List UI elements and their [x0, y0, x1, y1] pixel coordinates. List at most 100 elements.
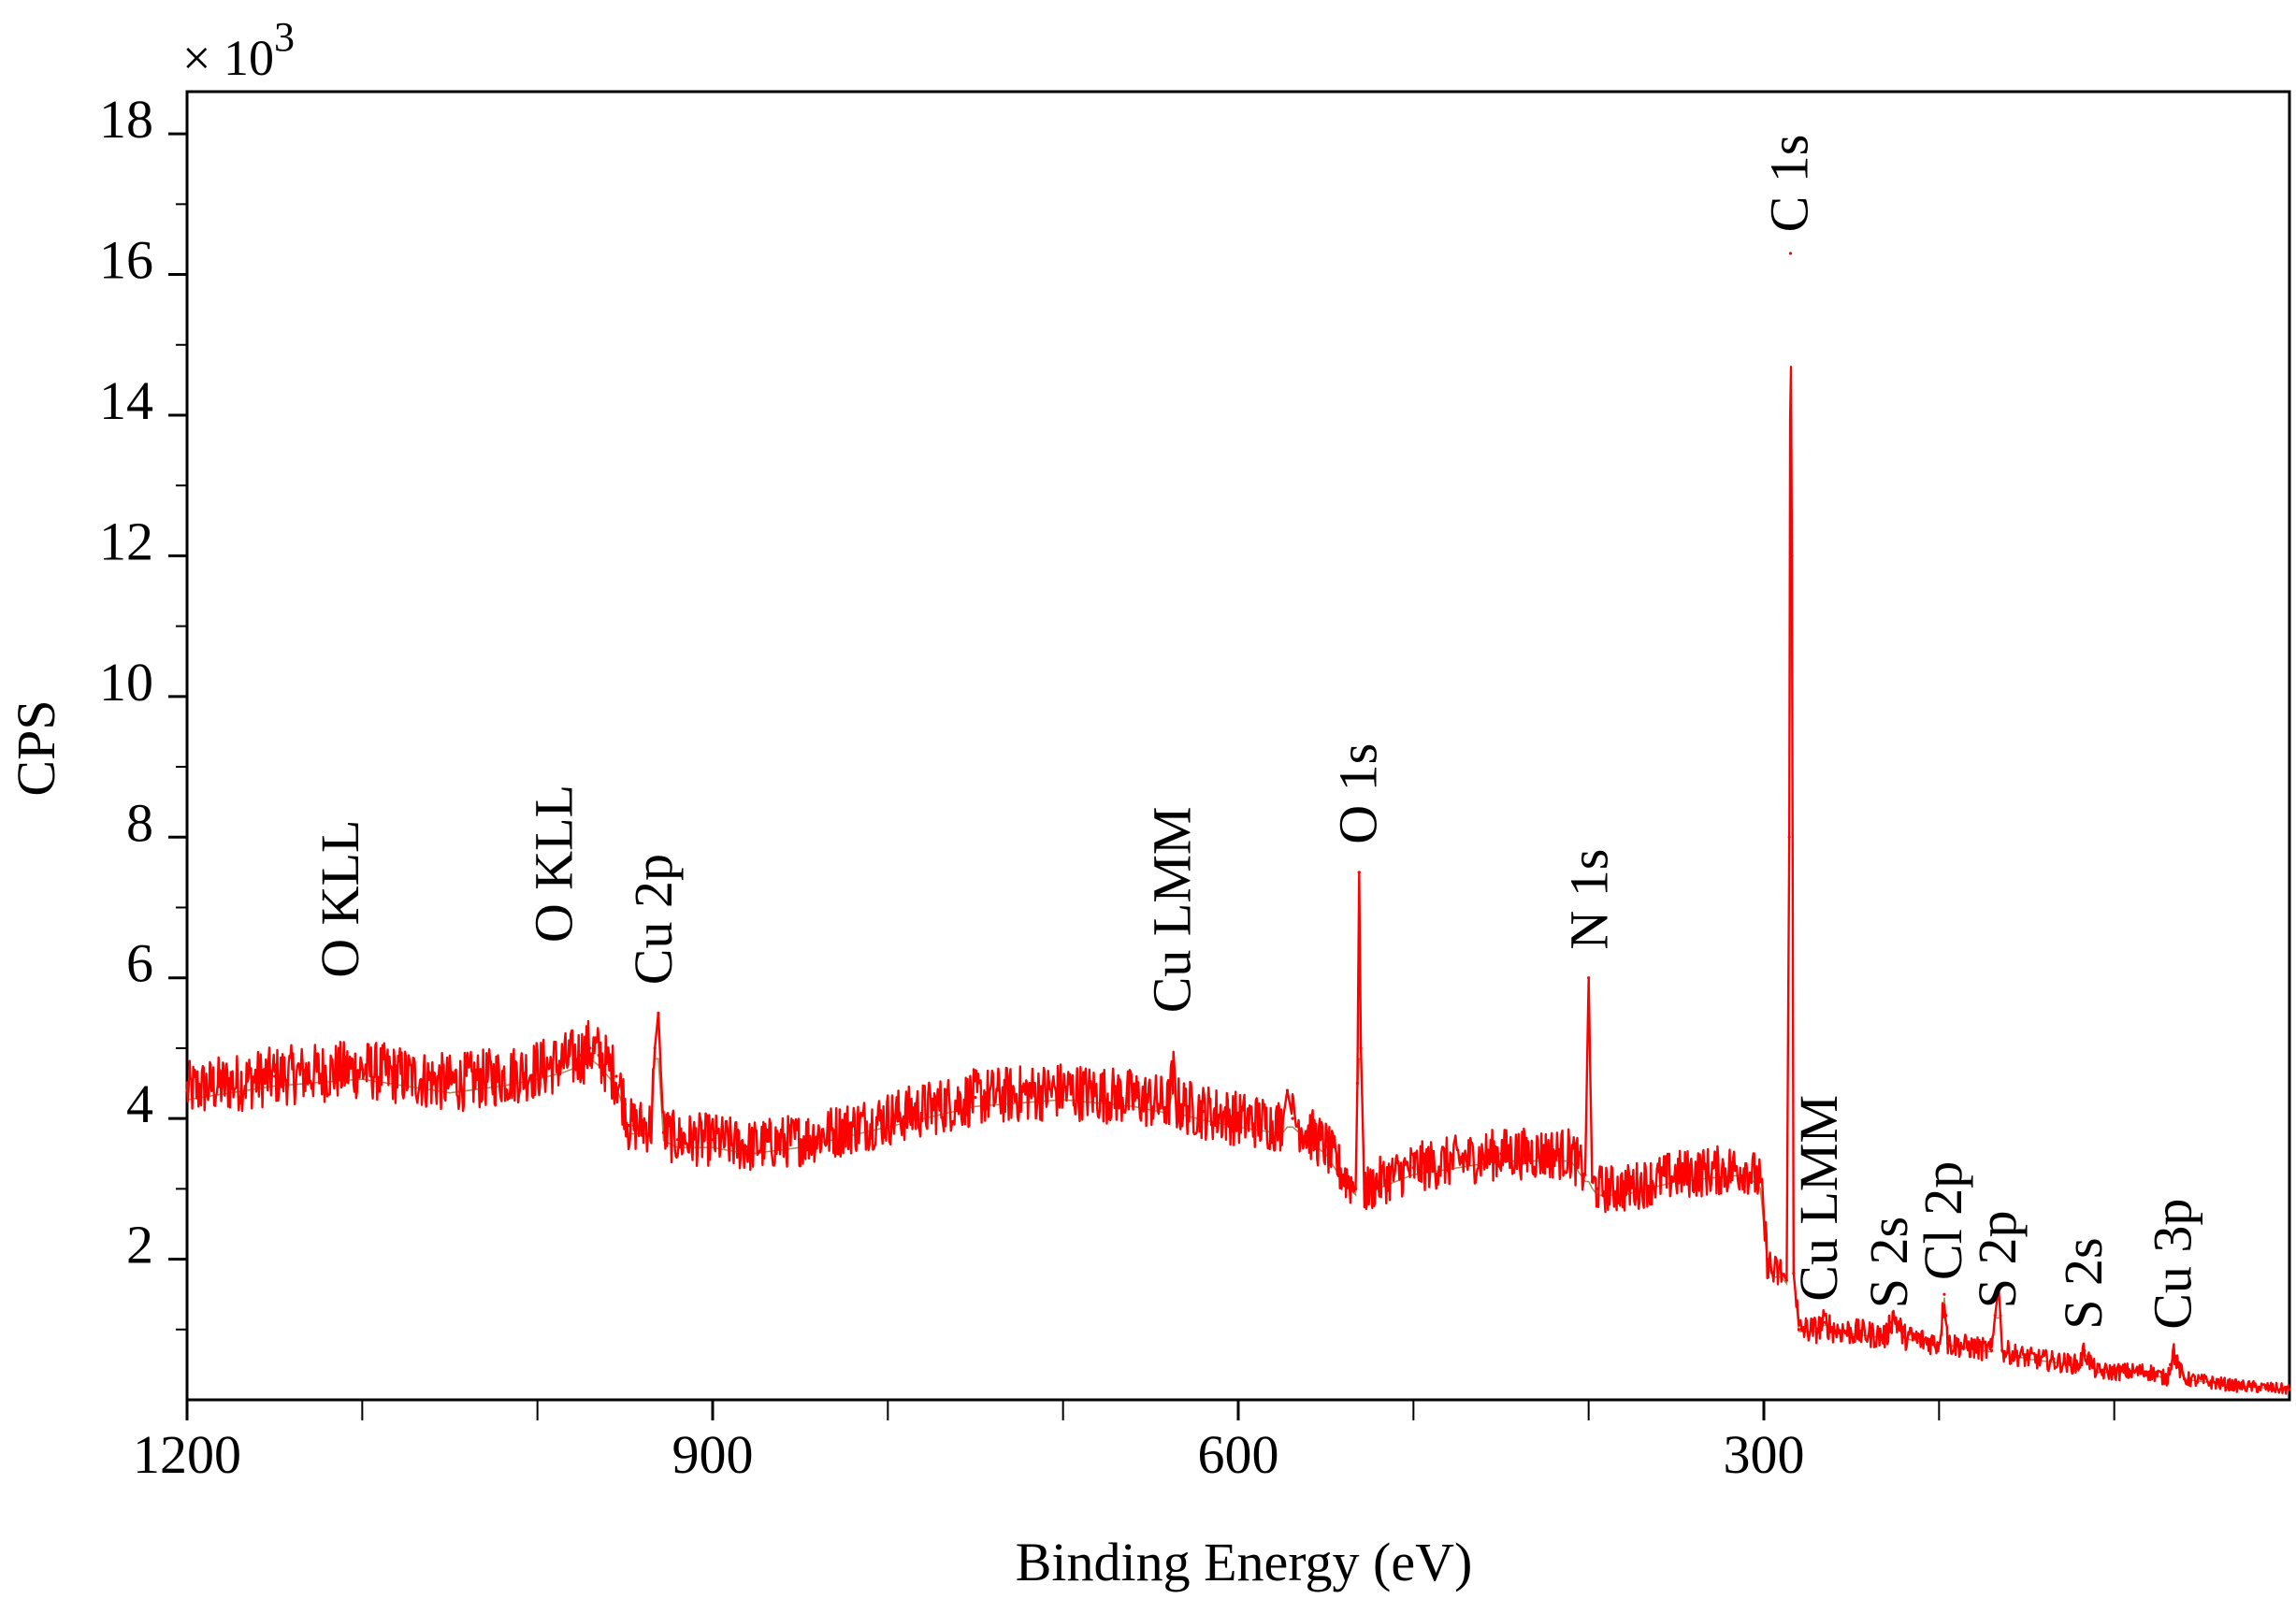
data-point: [2025, 1356, 2029, 1360]
y-tick-label: 6: [126, 933, 153, 994]
data-point: [657, 1011, 660, 1015]
data-point: [597, 1053, 600, 1058]
data-point: [185, 1088, 189, 1092]
data-point: [1790, 554, 1794, 558]
data-point: [1946, 1342, 1950, 1346]
data-point: [1674, 1173, 1678, 1176]
data-point: [1359, 1046, 1363, 1050]
data-point: [1166, 1102, 1170, 1106]
y-tick-label: 18: [99, 89, 153, 150]
x-axis-label: Binding Energy (eV): [1016, 1532, 1473, 1592]
y-multiplier-exponent: 3: [274, 14, 295, 60]
data-point: [1201, 1110, 1206, 1114]
data-point: [2083, 1348, 2087, 1352]
data-point: [1411, 1166, 1415, 1170]
data-point: [1888, 1320, 1892, 1324]
data-point: [1061, 1088, 1065, 1092]
peak-label: Cu 2p: [623, 854, 684, 985]
data-point: [661, 1131, 666, 1134]
data-point: [745, 1145, 750, 1148]
data-point: [653, 1046, 657, 1050]
peak-label: N 1s: [1559, 849, 1620, 950]
data-point: [1583, 1173, 1587, 1176]
x-tick-label: 300: [1724, 1424, 1805, 1485]
data-point: [1823, 1320, 1827, 1324]
data-point: [1357, 871, 1361, 874]
data-point: [1175, 1102, 1179, 1106]
data-point: [1285, 1088, 1290, 1092]
data-point: [1363, 1187, 1366, 1190]
y-tick-label: 14: [99, 370, 153, 431]
data-point: [1937, 1342, 1941, 1346]
data-point: [1780, 1272, 1783, 1275]
series-layer: [185, 252, 2291, 1395]
data-point: [1787, 835, 1791, 839]
data-point: [562, 1060, 566, 1064]
peak-label: C 1s: [1759, 135, 1820, 233]
data-point: [974, 1095, 977, 1100]
data-point: [1280, 1124, 1284, 1128]
data-point: [579, 1053, 584, 1058]
data-point: [1814, 1328, 1818, 1332]
data-point: [2183, 1376, 2187, 1381]
data-point: [273, 1074, 277, 1078]
data-point: [1587, 976, 1591, 980]
data-point: [536, 1067, 540, 1072]
y-axis-label: CPS: [6, 699, 66, 796]
data-point: [588, 1046, 592, 1050]
data-point: [2235, 1384, 2239, 1388]
data-point: [448, 1081, 452, 1086]
data-point: [627, 1124, 630, 1128]
data-point: [1590, 1180, 1595, 1184]
peak-label: S 2p: [1967, 1210, 2028, 1308]
data-point: [1902, 1334, 1906, 1338]
peak-label: Cu LMM: [1788, 1095, 1849, 1302]
data-point: [2175, 1362, 2179, 1366]
y-tick-label: 8: [126, 792, 153, 853]
envelope-line: [186, 580, 2290, 1390]
data-point: [1989, 1348, 1994, 1352]
x-tick-label: 600: [1198, 1424, 1279, 1485]
peak-label: Cu LMM: [1142, 807, 1203, 1014]
data-point: [2165, 1376, 2169, 1381]
data-point: [1766, 1257, 1769, 1261]
data-point: [1324, 1145, 1328, 1148]
y-tick-label: 12: [99, 511, 153, 571]
peak-label: O KLL: [523, 785, 584, 943]
data-point: [623, 1102, 627, 1106]
data-point: [711, 1138, 715, 1142]
data-point: [1884, 1334, 1888, 1338]
data-point: [1341, 1173, 1345, 1176]
data-point: [1569, 1152, 1573, 1156]
background-envelope: [186, 580, 2290, 1390]
data-point: [1307, 1131, 1310, 1134]
data-point: [632, 1124, 636, 1128]
data-point: [1892, 1314, 1896, 1318]
data-point: [1941, 1314, 1944, 1318]
axes: [185, 90, 2291, 1402]
peak-label: Cu 3p: [2142, 1199, 2202, 1330]
data-point: [2000, 1348, 2004, 1352]
data-point: [1944, 1314, 1948, 1318]
data-point: [1353, 1187, 1358, 1190]
x-tick-label: 900: [672, 1424, 754, 1485]
data-point: [1367, 1187, 1372, 1190]
data-point: [649, 1124, 654, 1128]
data-point: [2172, 1348, 2175, 1352]
data-point: [1997, 1286, 2000, 1289]
data-point: [1377, 1180, 1380, 1184]
data-point: [1291, 1116, 1294, 1120]
data-point: [1172, 1074, 1176, 1078]
data-point: [614, 1074, 618, 1078]
data-point: [2169, 1362, 2173, 1366]
data-point: [2089, 1362, 2093, 1366]
data-point: [2288, 1388, 2291, 1391]
data-point: [1832, 1328, 1836, 1332]
peak-label: S 2s: [1858, 1217, 1919, 1308]
data-point: [1792, 1272, 1796, 1275]
data-point: [1132, 1095, 1135, 1100]
data-point: [1942, 1292, 1946, 1296]
data-point: [1797, 1328, 1801, 1332]
